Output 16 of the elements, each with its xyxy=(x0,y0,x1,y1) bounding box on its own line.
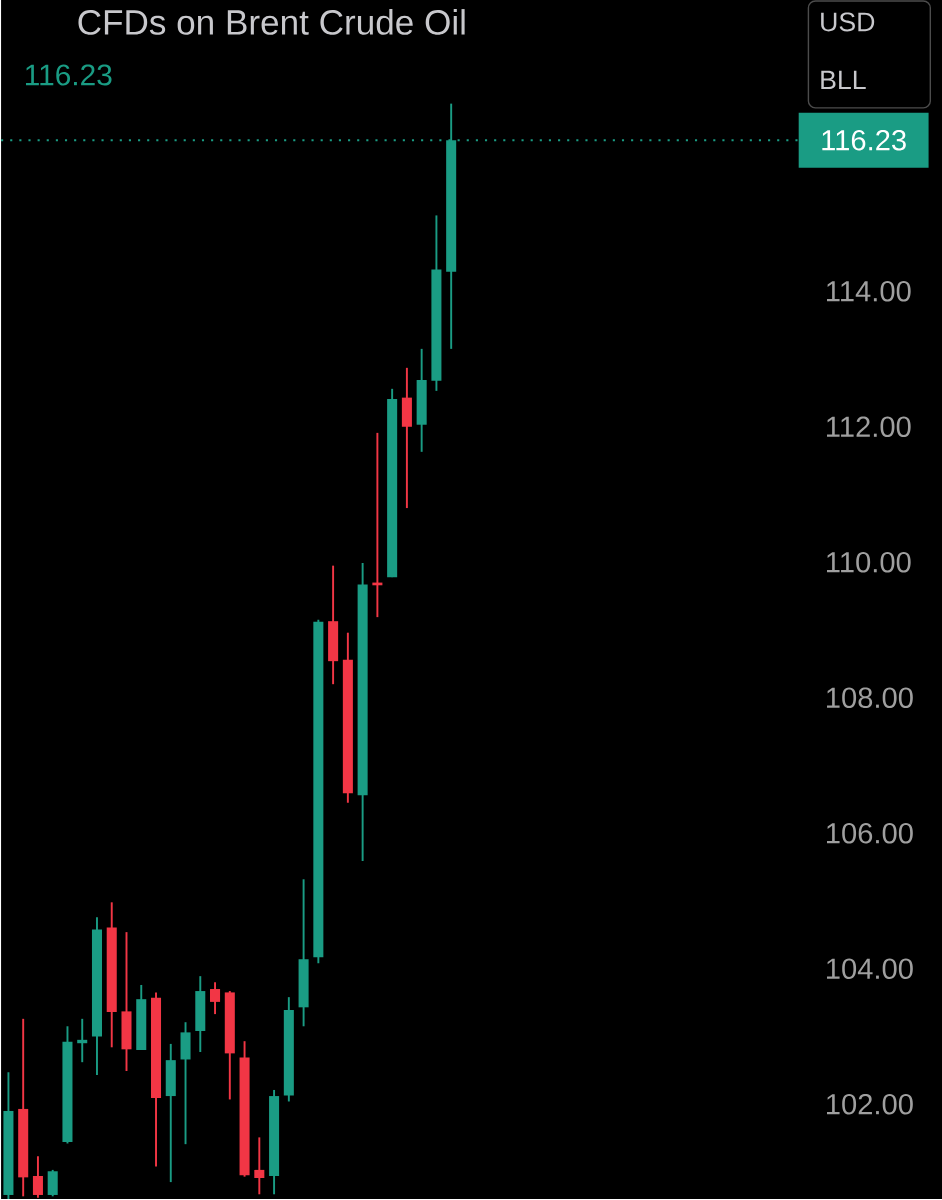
y-tick-label: 108.00 xyxy=(826,687,913,709)
text: BLL xyxy=(821,70,866,90)
annotation: 116.23 xyxy=(25,64,112,86)
y-tick-label: 112.00 xyxy=(826,416,911,438)
candlestick xyxy=(32,1155,43,1199)
candlestick xyxy=(254,1136,265,1196)
y-tick-label: 106.00 xyxy=(826,822,913,844)
y-tick-label: 110.00 xyxy=(826,551,911,573)
y-tick-label: 102.00 xyxy=(826,1093,913,1115)
chart-title: CFDs on Brent Crude Oil xyxy=(78,9,465,35)
candlestick xyxy=(47,1168,58,1198)
candlestick xyxy=(209,981,220,1016)
text: USD xyxy=(821,12,875,32)
ref-line-label: 116.23 xyxy=(822,129,906,151)
y-tick-label: 104.00 xyxy=(826,958,913,980)
y-tick-label: 114.00 xyxy=(826,281,911,302)
